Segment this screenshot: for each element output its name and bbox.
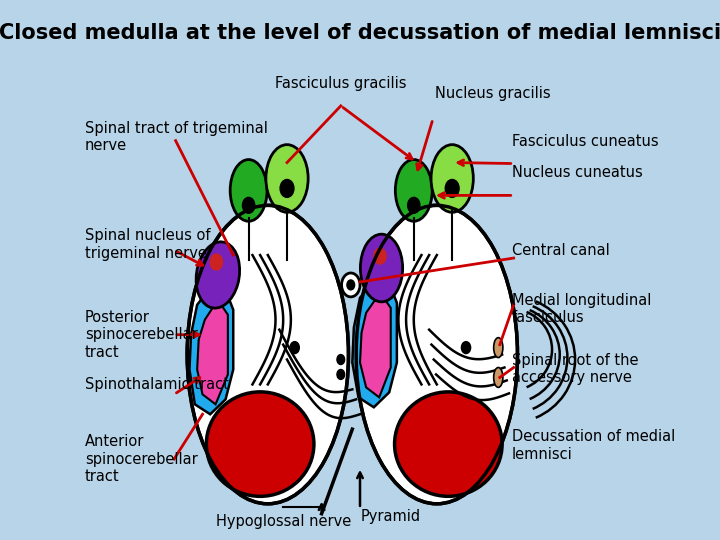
Ellipse shape — [494, 338, 503, 357]
Text: Spinal nucleus of
trigeminal nerve: Spinal nucleus of trigeminal nerve — [85, 228, 210, 261]
Ellipse shape — [395, 392, 502, 496]
Circle shape — [337, 355, 345, 365]
Text: Nucleus gracilis: Nucleus gracilis — [436, 86, 551, 101]
Ellipse shape — [230, 160, 267, 221]
Ellipse shape — [395, 160, 432, 221]
Circle shape — [408, 198, 420, 213]
Circle shape — [445, 179, 459, 198]
Text: Decussation of medial
lemnisci: Decussation of medial lemnisci — [512, 429, 675, 462]
Text: Central canal: Central canal — [512, 243, 610, 258]
Text: Closed medulla at the level of decussation of medial lemnisci: Closed medulla at the level of decussati… — [0, 23, 720, 43]
Ellipse shape — [187, 205, 348, 504]
Text: Fasciculus cuneatus: Fasciculus cuneatus — [512, 133, 659, 148]
Text: Spinal root of the
accessory nerve: Spinal root of the accessory nerve — [512, 353, 639, 385]
Text: Spinal tract of trigeminal
nerve: Spinal tract of trigeminal nerve — [85, 121, 268, 153]
Circle shape — [462, 342, 471, 354]
Polygon shape — [352, 278, 397, 407]
Text: Anterior
spinocerebellar
tract: Anterior spinocerebellar tract — [85, 434, 198, 484]
Text: Fasciculus gracilis: Fasciculus gracilis — [275, 76, 407, 91]
Circle shape — [341, 273, 360, 297]
Circle shape — [280, 179, 294, 198]
Ellipse shape — [494, 368, 503, 387]
Polygon shape — [197, 300, 228, 404]
Text: Nucleus cuneatus: Nucleus cuneatus — [512, 165, 643, 180]
Text: Medial longitudinal
fasciculus: Medial longitudinal fasciculus — [512, 293, 652, 325]
Text: Posterior
spinocerebellar
tract: Posterior spinocerebellar tract — [85, 310, 198, 360]
Ellipse shape — [196, 242, 240, 308]
Ellipse shape — [266, 145, 308, 212]
Ellipse shape — [207, 392, 314, 496]
Circle shape — [337, 369, 345, 380]
Text: Hypoglossal nerve: Hypoglossal nerve — [215, 514, 351, 529]
Circle shape — [374, 248, 386, 264]
Ellipse shape — [431, 145, 473, 212]
Ellipse shape — [356, 205, 518, 504]
Polygon shape — [189, 285, 233, 414]
Circle shape — [290, 342, 300, 354]
Ellipse shape — [361, 234, 402, 302]
Text: Spinothalamic tract: Spinothalamic tract — [85, 377, 229, 393]
Circle shape — [243, 198, 255, 213]
Circle shape — [210, 254, 222, 270]
Text: Pyramid: Pyramid — [361, 509, 420, 524]
Polygon shape — [360, 293, 391, 397]
Circle shape — [347, 280, 355, 290]
